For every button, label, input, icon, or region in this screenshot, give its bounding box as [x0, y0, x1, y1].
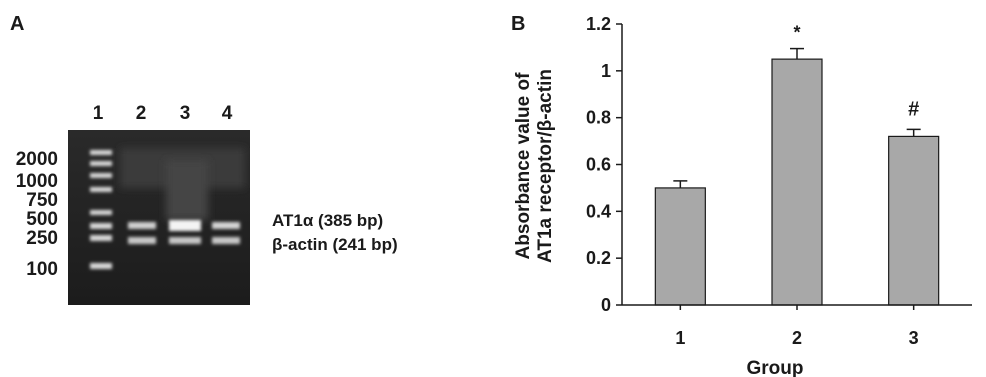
bar-chart: Absorbance value of AT1a receptor/β-acti…	[513, 14, 972, 377]
at1-band	[169, 220, 201, 231]
x-axis-title: Group	[747, 358, 804, 377]
y-tick-label: 0.4	[586, 201, 611, 221]
y-tick-label: 1.2	[586, 14, 611, 34]
at1-band	[128, 222, 156, 229]
marker-label: 100	[26, 259, 58, 280]
bars: *#	[654, 23, 940, 306]
x-tick-label: 3	[909, 328, 919, 348]
lane-number: 3	[179, 103, 191, 124]
marker-label: 750	[26, 190, 58, 211]
y-tick-label: 0.6	[586, 155, 611, 175]
y-tick-label: 0.8	[586, 108, 611, 128]
gel-panel: A 1 2 3 4 2000 1000 750 500 250 100	[10, 13, 398, 305]
y-axis-ticks: 0 0.2 0.4 0.6 0.8 1 1.2	[586, 14, 622, 315]
gel-smear	[166, 160, 208, 220]
bar	[888, 135, 940, 306]
actin-band	[128, 237, 156, 244]
x-tick-label: 1	[675, 328, 685, 348]
actin-band	[212, 237, 240, 244]
x-tick-label: 2	[792, 328, 802, 348]
lane-number: 4	[221, 103, 233, 124]
marker-label: 1000	[15, 171, 58, 192]
panel-letter-b: B	[511, 13, 526, 35]
marker-label: 250	[26, 228, 58, 249]
y-axis-title-line: AT1a receptor/β-actin	[535, 69, 556, 263]
y-axis-title-line: Absorbance value of	[513, 72, 534, 260]
actin-band	[169, 237, 201, 244]
y-tick-label: 1	[601, 61, 611, 81]
at1-band	[212, 222, 240, 229]
y-tick-label: 0.2	[586, 248, 611, 268]
ladder-lane	[90, 150, 112, 269]
marker-label: 2000	[15, 149, 58, 170]
bar	[771, 58, 823, 306]
lane-number: 1	[92, 103, 104, 124]
bar	[654, 187, 706, 306]
significance-mark: *	[793, 23, 800, 43]
y-axis-title: Absorbance value of AT1a receptor/β-acti…	[513, 69, 556, 263]
lane-number: 2	[135, 103, 147, 124]
band-label-actin: β-actin (241 bp)	[272, 235, 398, 254]
y-tick-label: 0	[601, 295, 611, 315]
panel-letter-a: A	[10, 13, 25, 35]
band-label-at1: AT1α (385 bp)	[272, 211, 384, 230]
significance-mark: #	[908, 98, 919, 120]
marker-label: 500	[26, 209, 58, 230]
gel-image	[68, 130, 250, 305]
x-axis-ticks: 1 2 3	[675, 305, 919, 348]
